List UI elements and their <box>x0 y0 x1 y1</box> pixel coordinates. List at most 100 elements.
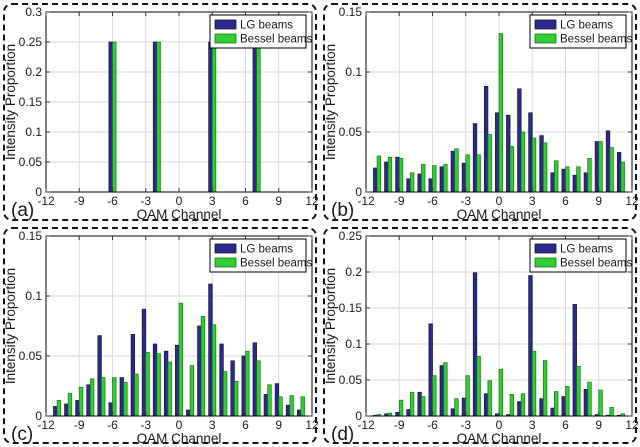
x-tick-label: -12 <box>357 194 375 208</box>
bar-bessel-ch6 <box>565 386 570 417</box>
x-tick-label: -6 <box>427 418 438 432</box>
bar-bessel-ch-1 <box>167 361 172 417</box>
x-tick-label: -9 <box>394 418 405 432</box>
bar-bessel-ch-7 <box>421 396 426 417</box>
bar-bessel-ch-1 <box>487 134 492 193</box>
bar-bessel-ch-3 <box>465 154 470 193</box>
bar-bessel-ch0 <box>498 33 503 193</box>
bar-lg-ch5 <box>550 172 555 193</box>
y-tick-label: 0.15 <box>339 5 363 19</box>
bar-bessel-ch5 <box>554 391 559 417</box>
legend-label-bessel: Bessel beams <box>240 34 312 46</box>
chart-svg-c: -12 -9 -6 -3 0 3 6 9 12 0 0.05 0.1 0.15 OAM Channel In… <box>3 229 319 446</box>
bar-bessel-ch8 <box>587 381 592 417</box>
bar-lg-ch-7 <box>417 391 422 417</box>
legend-label-bessel: Bessel beams <box>560 258 632 270</box>
bar-lg-ch-11 <box>373 167 378 193</box>
x-tick-label: -3 <box>460 418 471 432</box>
bar-bessel-ch-8 <box>89 378 95 417</box>
bar-bessel-ch1 <box>509 394 515 417</box>
bar-lg-ch-2 <box>152 343 158 417</box>
bar-lg-ch-10 <box>64 403 69 417</box>
bar-lg-ch3 <box>208 283 213 417</box>
bar-bessel-ch-3 <box>145 352 150 417</box>
legend-swatch-lg <box>534 19 557 30</box>
y-tick-label: 0.15 <box>339 301 363 315</box>
x-tick-label: 3 <box>529 194 536 208</box>
bar-lg-ch-6 <box>108 402 113 417</box>
bar-lg-ch0 <box>495 112 500 193</box>
bar-lg-ch-5 <box>439 365 444 417</box>
y-tick-label: 0.25 <box>339 229 363 243</box>
bar-bessel-ch-11 <box>56 400 62 417</box>
bar-bessel-ch-5 <box>443 164 448 193</box>
x-tick-label: 6 <box>562 194 569 208</box>
bar-lg-ch-3 <box>141 308 147 417</box>
y-tick-label: 0.2 <box>25 65 42 79</box>
bar-bessel-ch-4 <box>134 373 139 417</box>
panel-b: -12 -9 -6 -3 0 3 6 9 12 0 0.05 0.1 0.15 OAM Channel In… <box>320 0 640 224</box>
bar-lg-ch-2 <box>472 123 478 193</box>
panel-a: -12 -9 -6 -3 0 3 6 9 12 0 0.05 0.1 0.15 0.2 0.25 0.3 OAM… <box>0 0 320 224</box>
bar-bessel-ch-11 <box>376 155 382 193</box>
panel-c: -12 -9 -6 -3 0 3 6 9 12 0 0.05 0.1 0.15 OAM Channel In… <box>0 224 320 447</box>
bar-bessel-ch-1 <box>487 380 492 417</box>
bar-bessel-ch7 <box>576 166 581 193</box>
x-tick-label: 0 <box>176 194 183 208</box>
panel-d: -12 -9 -6 -3 0 3 6 9 12 0 0.05 0.1 0.15 0.2 0.25 OAM Ch… <box>320 224 640 447</box>
y-tick-label: 0.15 <box>19 95 43 109</box>
bar-lg-ch1 <box>186 409 191 417</box>
chart-svg-b: -12 -9 -6 -3 0 3 6 9 12 0 0.05 0.1 0.15 OAM Channel In… <box>323 5 639 222</box>
x-tick-label: -9 <box>74 418 85 432</box>
bar-bessel-ch3 <box>531 137 537 193</box>
bar-bessel-ch-8 <box>409 172 415 193</box>
bar-lg-ch7 <box>572 304 577 417</box>
y-tick-label: 0.25 <box>19 35 43 49</box>
panel-corner-label: (a) <box>11 200 34 221</box>
bar-bessel-ch2 <box>520 393 526 417</box>
legend-label-bessel: Bessel beams <box>560 34 632 46</box>
legend-label-lg: LG beams <box>240 20 293 32</box>
bar-bessel-ch-2 <box>156 41 161 193</box>
x-tick-label: 12 <box>305 418 319 432</box>
bar-lg-ch2 <box>197 325 202 417</box>
bar-lg-ch7 <box>252 41 257 193</box>
bar-lg-ch1 <box>506 114 511 193</box>
bar-bessel-ch-4 <box>454 148 459 193</box>
y-tick-label: 0 <box>355 409 362 423</box>
x-tick-label: 3 <box>209 418 216 432</box>
x-axis-label: OAM Channel <box>457 431 542 446</box>
x-tick-label: -12 <box>37 194 55 208</box>
bar-lg-ch-11 <box>53 406 58 417</box>
y-tick-label: 0.1 <box>345 65 362 79</box>
panel-corner-label: (b) <box>331 200 354 221</box>
x-axis-label: OAM Channel <box>137 431 222 446</box>
legend-swatch-lg <box>534 243 557 254</box>
bar-lg-ch2 <box>517 401 522 417</box>
bar-bessel-ch-6 <box>112 41 117 193</box>
bar-lg-ch6 <box>241 355 246 417</box>
bar-lg-ch-9 <box>395 156 400 193</box>
legend-label-lg: LG beams <box>240 244 293 256</box>
legend-swatch-bessel <box>214 257 237 268</box>
bar-bessel-ch5 <box>554 160 559 193</box>
bar-bessel-ch-6 <box>432 375 437 417</box>
bar-bessel-ch-9 <box>398 399 404 417</box>
bar-lg-ch3 <box>528 275 533 417</box>
y-tick-label: 0.1 <box>25 125 42 139</box>
bar-lg-ch4 <box>539 398 544 417</box>
x-tick-label: -3 <box>460 194 471 208</box>
x-tick-label: 9 <box>275 194 282 208</box>
bar-bessel-ch9 <box>278 396 283 417</box>
x-tick-label: 3 <box>529 418 536 432</box>
x-tick-label: -12 <box>357 418 375 432</box>
bar-bessel-ch4 <box>542 360 548 417</box>
bar-bessel-ch6 <box>565 166 570 193</box>
bar-bessel-ch-7 <box>101 377 106 417</box>
bar-lg-ch11 <box>616 152 622 193</box>
bar-lg-ch10 <box>285 404 291 417</box>
legend-swatch-bessel <box>534 33 557 44</box>
bar-lg-ch-2 <box>152 41 158 193</box>
x-tick-label: 0 <box>496 418 503 432</box>
bar-bessel-ch-7 <box>421 164 426 193</box>
